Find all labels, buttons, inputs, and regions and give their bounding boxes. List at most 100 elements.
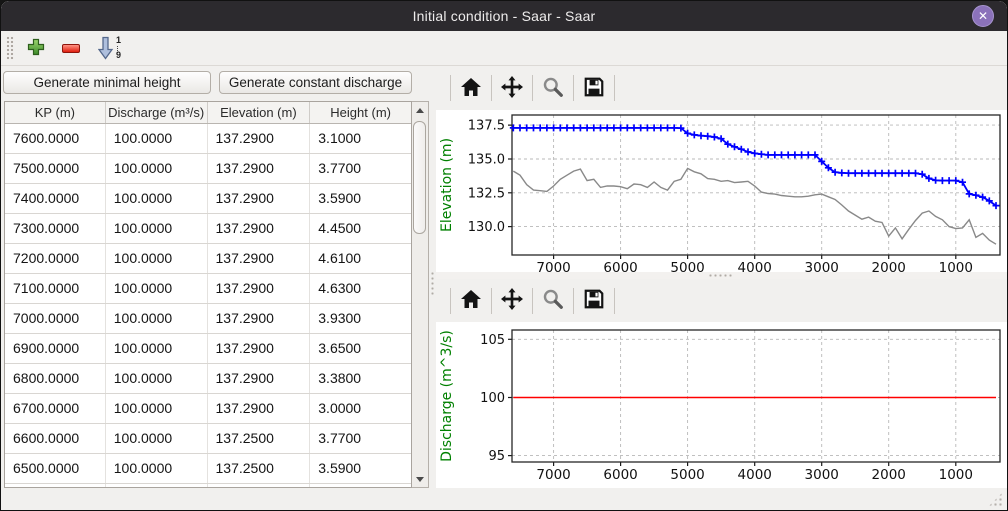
generate-constant-discharge-button[interactable]: Generate constant discharge [219,71,412,94]
table-cell[interactable]: 6800.0000 [5,364,106,393]
column-header[interactable]: Height (m) [330,105,391,120]
generate-minimal-height-button[interactable]: Generate minimal height [3,71,211,94]
table-cell[interactable]: 100.0000 [106,364,208,393]
save-icon [583,76,605,101]
table-cell[interactable]: 100.0000 [106,244,208,273]
elevation-plot-toolbar [436,66,1007,110]
table-cell[interactable]: 100.0000 [106,334,208,363]
minus-icon [62,43,80,53]
save-button[interactable] [578,72,610,104]
table-cell[interactable]: 6900.0000 [5,334,106,363]
scrollbar-thumb[interactable] [413,121,427,234]
table-cell[interactable]: 7600.0000 [5,124,106,153]
table-cell[interactable]: 137.2900 [208,154,311,183]
column-header[interactable]: KP (m) [5,102,106,123]
table-row: 7300.0000 100.0000 137.2900 4.4500 [5,214,412,244]
title-bar[interactable]: Initial condition - Saar - Saar ✕ [1,1,1007,31]
table-cell[interactable]: 137.2900 [208,364,311,393]
svg-text:100: 100 [480,391,505,406]
column-header[interactable]: Discharge (m³/s) [106,102,208,123]
table-cell[interactable] [106,484,208,487]
table-cell[interactable]: 7300.0000 [5,214,106,243]
scrollbar-track[interactable] [412,118,428,471]
discharge-plot[interactable]: 7000 6000 5000 4000 3000 2000 1000 95 100 105 Disc… [436,322,1007,488]
scroll-down-button[interactable] [412,471,428,487]
zoom-button[interactable] [537,285,569,317]
table-cell[interactable]: 6700.0000 [5,394,106,423]
add-row-button[interactable] [21,34,51,62]
table-cell[interactable]: 4.6100 [318,250,362,266]
table-row: 6800.0000 100.0000 137.2900 3.3800 [5,364,412,394]
plus-icon [27,38,45,59]
pan-button[interactable] [496,285,528,317]
svg-text:105: 105 [480,333,505,348]
home-button[interactable] [455,72,487,104]
table-row: 7500.0000 100.0000 137.2900 3.7700 [5,154,412,184]
table-cell[interactable]: 137.2900 [208,124,311,153]
close-icon: ✕ [977,9,989,23]
sort-descending-1-9-icon: 1 9 [97,34,123,62]
svg-text:1000: 1000 [939,467,973,483]
table-scrollbar[interactable] [412,101,429,488]
table-cell[interactable]: 3.0000 [318,400,362,416]
table-cell[interactable]: 3.1000 [318,130,362,146]
remove-row-button[interactable] [56,34,86,62]
table-cell[interactable]: 6500.0000 [5,454,106,483]
table-cell[interactable]: 4.6300 [318,280,362,296]
table-cell[interactable]: 100.0000 [106,124,208,153]
table-cell[interactable] [208,484,311,487]
table-cell[interactable]: 137.2900 [208,274,311,303]
table-cell[interactable]: 137.2500 [208,424,311,453]
table-row: 7200.0000 100.0000 137.2900 4.6100 [5,244,412,274]
table-cell[interactable]: 100.0000 [106,424,208,453]
table-cell[interactable]: 100.0000 [106,394,208,423]
table-cell[interactable]: 100.0000 [106,184,208,213]
table-cell[interactable]: 7400.0000 [5,184,106,213]
table-cell[interactable] [5,484,106,487]
table-cell[interactable]: 3.3800 [318,370,362,386]
pan-button[interactable] [496,72,528,104]
table-cell[interactable]: 137.2500 [208,454,311,483]
toolbar-grip[interactable] [6,36,14,60]
svg-text:130.0: 130.0 [468,220,505,235]
sort-button[interactable]: 1 9 [95,34,125,62]
pane-splitter[interactable] [429,66,436,488]
svg-text:5000: 5000 [670,467,704,483]
table-cell[interactable]: 100.0000 [106,214,208,243]
table-cell[interactable]: 7000.0000 [5,304,106,333]
table-cell[interactable]: 137.2900 [208,304,311,333]
close-button[interactable]: ✕ [972,5,994,27]
table-cell[interactable]: 4.4500 [318,220,362,236]
table-cell[interactable]: 100.0000 [106,274,208,303]
table-cell[interactable]: 137.2900 [208,184,311,213]
column-header[interactable]: Elevation (m) [208,102,311,123]
table-cell[interactable]: 7200.0000 [5,244,106,273]
table-cell[interactable]: 100.0000 [106,154,208,183]
table-cell[interactable]: 6600.0000 [5,424,106,453]
window-title: Initial condition - Saar - Saar [412,8,596,24]
resize-grip[interactable] [988,492,1003,507]
zoom-button[interactable] [537,72,569,104]
plot-splitter[interactable] [436,272,1007,279]
table-cell[interactable]: 3.6500 [318,340,362,356]
table-cell[interactable]: 3.9300 [318,310,362,326]
table-cell[interactable]: 137.2900 [208,394,311,423]
save-button[interactable] [578,285,610,317]
table-cell[interactable]: 100.0000 [106,454,208,483]
plots-panel: 7000 6000 5000 4000 3000 2000 1000 130.0 132.5 13… [436,66,1007,488]
table-cell[interactable]: 3.7700 [318,430,362,446]
table-cell[interactable]: 7500.0000 [5,154,106,183]
scroll-up-button[interactable] [412,102,428,118]
table-cell[interactable]: 3.7700 [318,160,362,176]
table-cell[interactable]: 7100.0000 [5,274,106,303]
home-button[interactable] [455,285,487,317]
table-cell[interactable]: 137.2900 [208,214,311,243]
table-body: 7600.0000 100.0000 137.2900 3.1000 7500.0000… [5,124,412,487]
table-cell[interactable]: 137.2900 [208,244,311,273]
svg-text:7000: 7000 [536,467,570,483]
elevation-plot[interactable]: 7000 6000 5000 4000 3000 2000 1000 130.0 132.5 13… [436,110,1007,276]
table-cell[interactable]: 100.0000 [106,304,208,333]
table-cell[interactable]: 3.5900 [318,190,362,206]
table-cell[interactable]: 3.5900 [318,460,362,476]
table-cell[interactable]: 137.2900 [208,334,311,363]
